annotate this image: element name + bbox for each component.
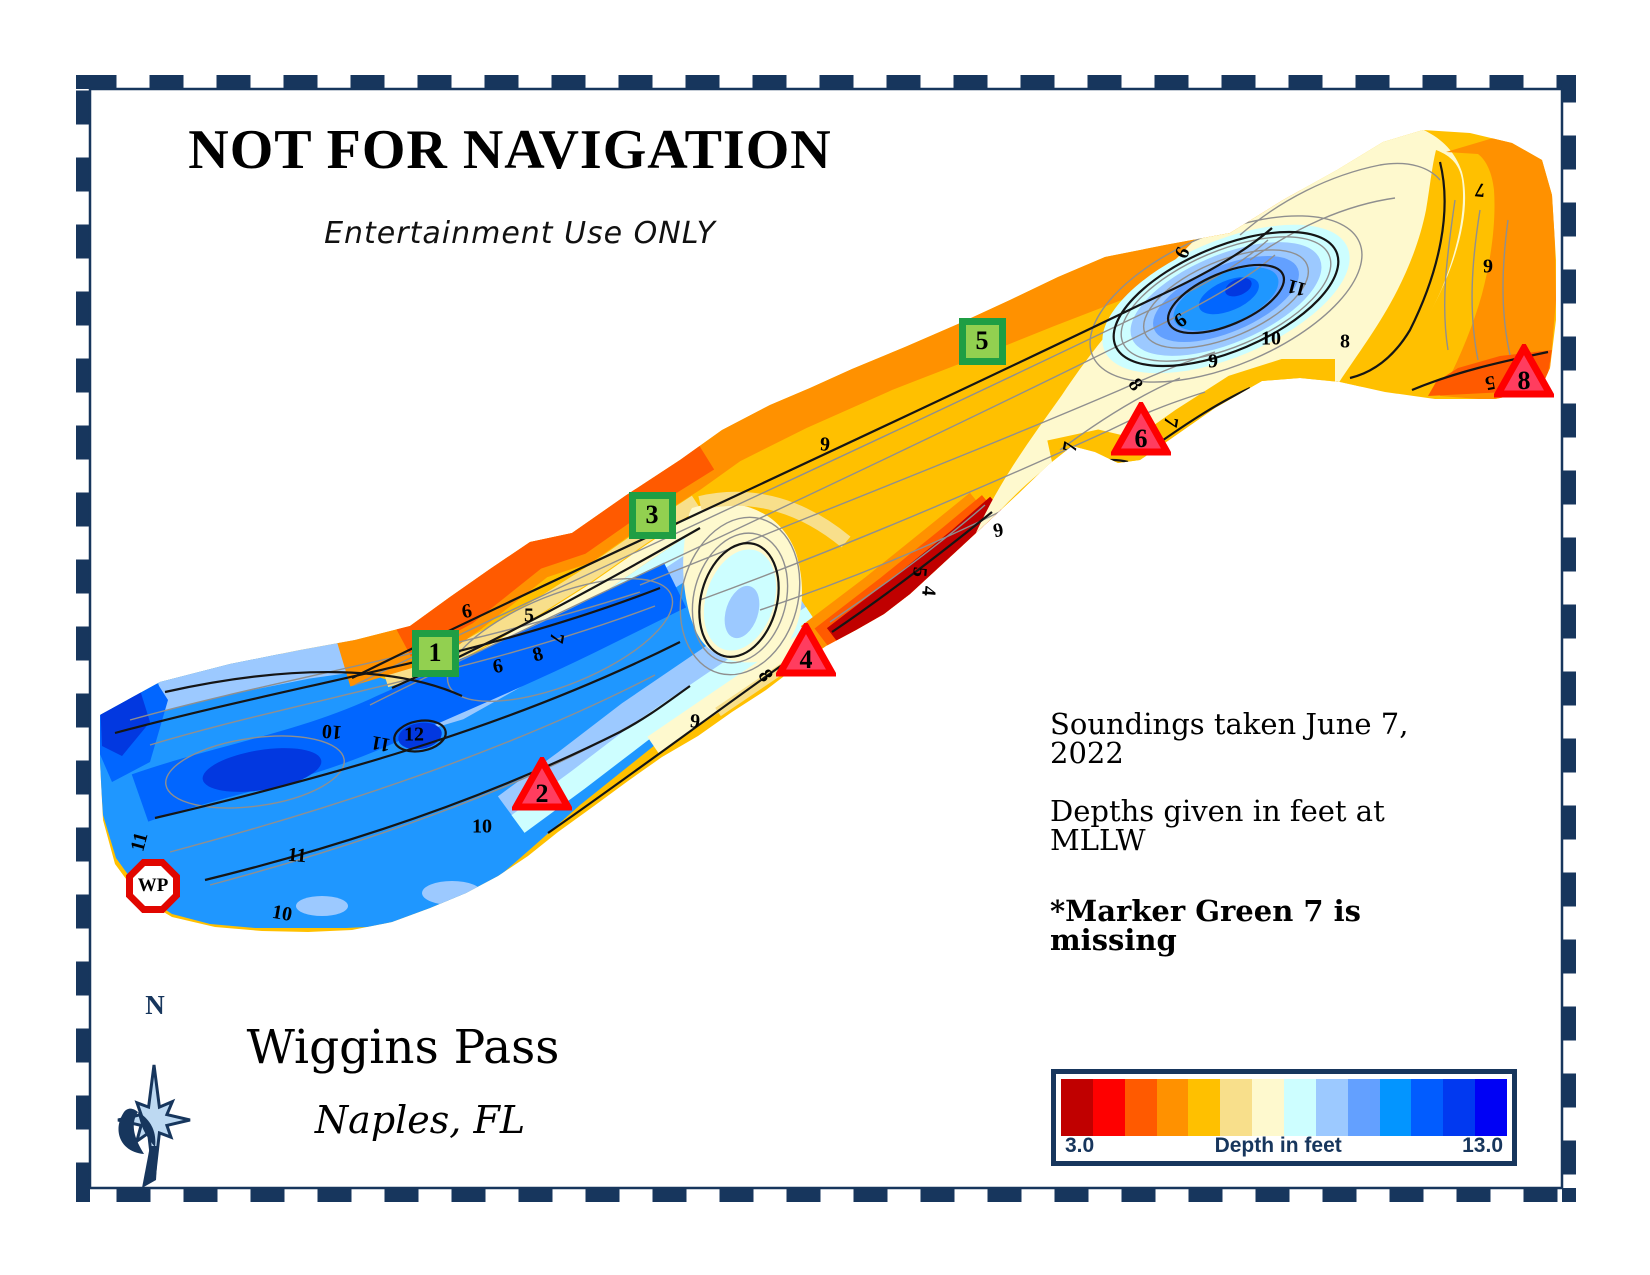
depth-sounding-label: 10 [1261,327,1281,350]
soundings-note: Soundings taken June 7, 2022 [1050,707,1409,770]
legend-swatch-7 [1284,1079,1316,1136]
legend-min-label: 3.0 [1065,1134,1095,1157]
notes-block: Soundings taken June 7, 2022 Depths give… [1050,710,1470,984]
depth-sounding-label: 5 [908,566,931,578]
nav-marker-green-1: 1 [411,629,459,677]
location-title: Wiggins Pass [246,1020,560,1075]
legend-swatch-4 [1188,1079,1221,1136]
depth-sounding-label: 4 [917,585,940,597]
nav-marker-green-5: 5 [958,317,1006,365]
depth-sounding-label: 9 [1483,255,1493,278]
depth-sounding-label: 11 [369,731,393,756]
compass-north-label: N [145,990,165,1020]
depth-sounding-label: 6 [819,432,831,455]
page-subtitle: Entertainment Use ONLY [324,216,716,251]
compass-rose-icon [117,1064,191,1188]
nav-marker-red-4: 4 [774,619,838,677]
nav-marker-green-3: 3 [628,491,676,539]
missing-marker-note: *Marker Green 7 is missing [1050,894,1361,957]
depth-sounding-label: 12 [404,723,424,746]
location-subtitle: Naples, FL [314,1098,526,1142]
legend-swatch-13 [1475,1079,1508,1136]
depth-sounding-label: 11 [286,843,308,868]
depth-sounding-label: 7 [1474,178,1486,201]
depth-sounding-label: 10 [270,900,294,927]
page-border [76,75,1576,1202]
legend-swatch-11 [1411,1079,1444,1136]
legend-swatch-6 [1252,1079,1285,1136]
nav-marker-red-8: 8 [1492,340,1556,398]
nav-marker-red-6: 6 [1109,398,1173,456]
depth-sounding-label: 10 [472,815,492,838]
depth-sounding-label: 10 [321,719,343,744]
legend-swatch-5 [1220,1079,1253,1136]
legend-swatch-2 [1124,1079,1157,1136]
legend-swatch-3 [1156,1079,1189,1136]
depth-sounding-label: 8 [1340,330,1350,353]
legend-swatch-10 [1379,1079,1412,1136]
legend-swatch-1 [1092,1079,1125,1136]
depth-colorbar [1061,1079,1508,1136]
legend-swatch-9 [1347,1079,1380,1136]
legend-swatch-8 [1315,1079,1348,1136]
nav-marker-red-2: 2 [510,753,574,811]
legend-title: Depth in feet [1214,1134,1342,1157]
legend-swatch-12 [1443,1079,1476,1136]
datum-note: Depths given in feet at MLLW [1050,794,1385,857]
legend-max-label: 13.0 [1462,1134,1503,1157]
page-title: NOT FOR NAVIGATION [188,119,832,181]
legend-swatch-0 [1061,1079,1093,1136]
depth-sounding-label: 9 [689,710,701,733]
depth-legend: 3.0 Depth in feet 13.0 [1051,1069,1517,1166]
depth-sounding-label: 5 [524,604,534,627]
depth-sounding-label: 9 [1208,350,1218,373]
waypoint-marker: WP [126,859,180,913]
